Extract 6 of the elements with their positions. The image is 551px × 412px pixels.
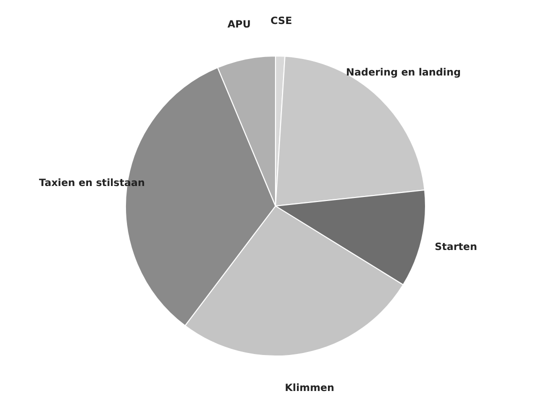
slice-label: APU xyxy=(228,20,251,31)
slice-label: Klimmen xyxy=(284,382,334,394)
slice-label: Nadering en landing xyxy=(346,67,461,78)
slice-label: Starten xyxy=(434,242,478,253)
slice-label: Taxien en stilstaan xyxy=(39,178,145,189)
slice-label: CSE xyxy=(270,16,292,28)
